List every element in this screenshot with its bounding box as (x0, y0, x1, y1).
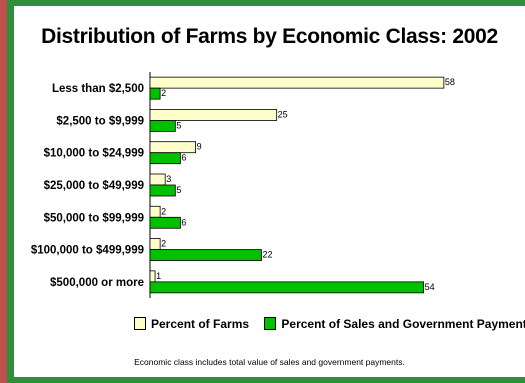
legend-swatch-farms (134, 317, 146, 330)
chart-panel: Distribution of Farms by Economic Class:… (14, 6, 525, 377)
bar-sales (149, 120, 176, 132)
category-label: $100,000 to $499,999 (31, 245, 144, 257)
bar-sales (149, 184, 176, 197)
bar-sales (149, 152, 181, 165)
legend-item-sales: Percent of Sales and Government Payments (264, 317, 525, 331)
bar-sales (149, 281, 425, 294)
bar-farms (149, 238, 161, 250)
value-label-sales: 22 (262, 250, 272, 260)
chart-title: Distribution of Farms by Economic Class:… (41, 25, 498, 48)
bar-farms (149, 76, 445, 89)
bar-sales (149, 87, 161, 100)
value-label-sales: 5 (176, 185, 181, 195)
value-label-sales: 6 (181, 217, 186, 227)
legend-item-farms: Percent of Farms (134, 317, 249, 331)
category-label: $10,000 to $24,999 (44, 148, 144, 160)
bar-farms (149, 205, 161, 218)
category-label: $2,500 to $9,999 (56, 115, 144, 127)
value-label-farms: 2 (161, 239, 166, 249)
category-label: Less than $2,500 (52, 83, 144, 95)
legend-label-sales: Percent of Sales and Government Payments (281, 317, 525, 331)
bar-sales (149, 249, 262, 261)
value-label-sales: 2 (161, 88, 166, 98)
bar-sales (149, 216, 181, 229)
bar-farms (149, 173, 166, 186)
legend-swatch-sales (264, 317, 277, 330)
footnote: Economic class includes total value of s… (134, 357, 405, 367)
value-label-farms: 25 (278, 109, 288, 119)
category-label: $50,000 to $99,999 (44, 212, 144, 224)
category-label: $500,000 or more (50, 277, 144, 289)
bar-farms (149, 270, 156, 283)
value-label-sales: 6 (181, 153, 186, 163)
legend-label-farms: Percent of Farms (151, 317, 250, 331)
value-label-sales: 5 (176, 120, 181, 130)
category-label: $25,000 to $49,999 (44, 180, 144, 192)
legend: Percent of Farms Percent of Sales and Go… (134, 317, 525, 331)
value-label-farms: 3 (166, 174, 171, 184)
value-label-farms: 58 (445, 77, 455, 87)
bar-farms (149, 141, 196, 154)
value-label-farms: 2 (161, 206, 166, 216)
bar-farms (149, 109, 278, 121)
value-label-farms: 1 (156, 271, 161, 281)
value-label-farms: 9 (197, 142, 202, 152)
value-label-sales: 54 (425, 282, 435, 292)
